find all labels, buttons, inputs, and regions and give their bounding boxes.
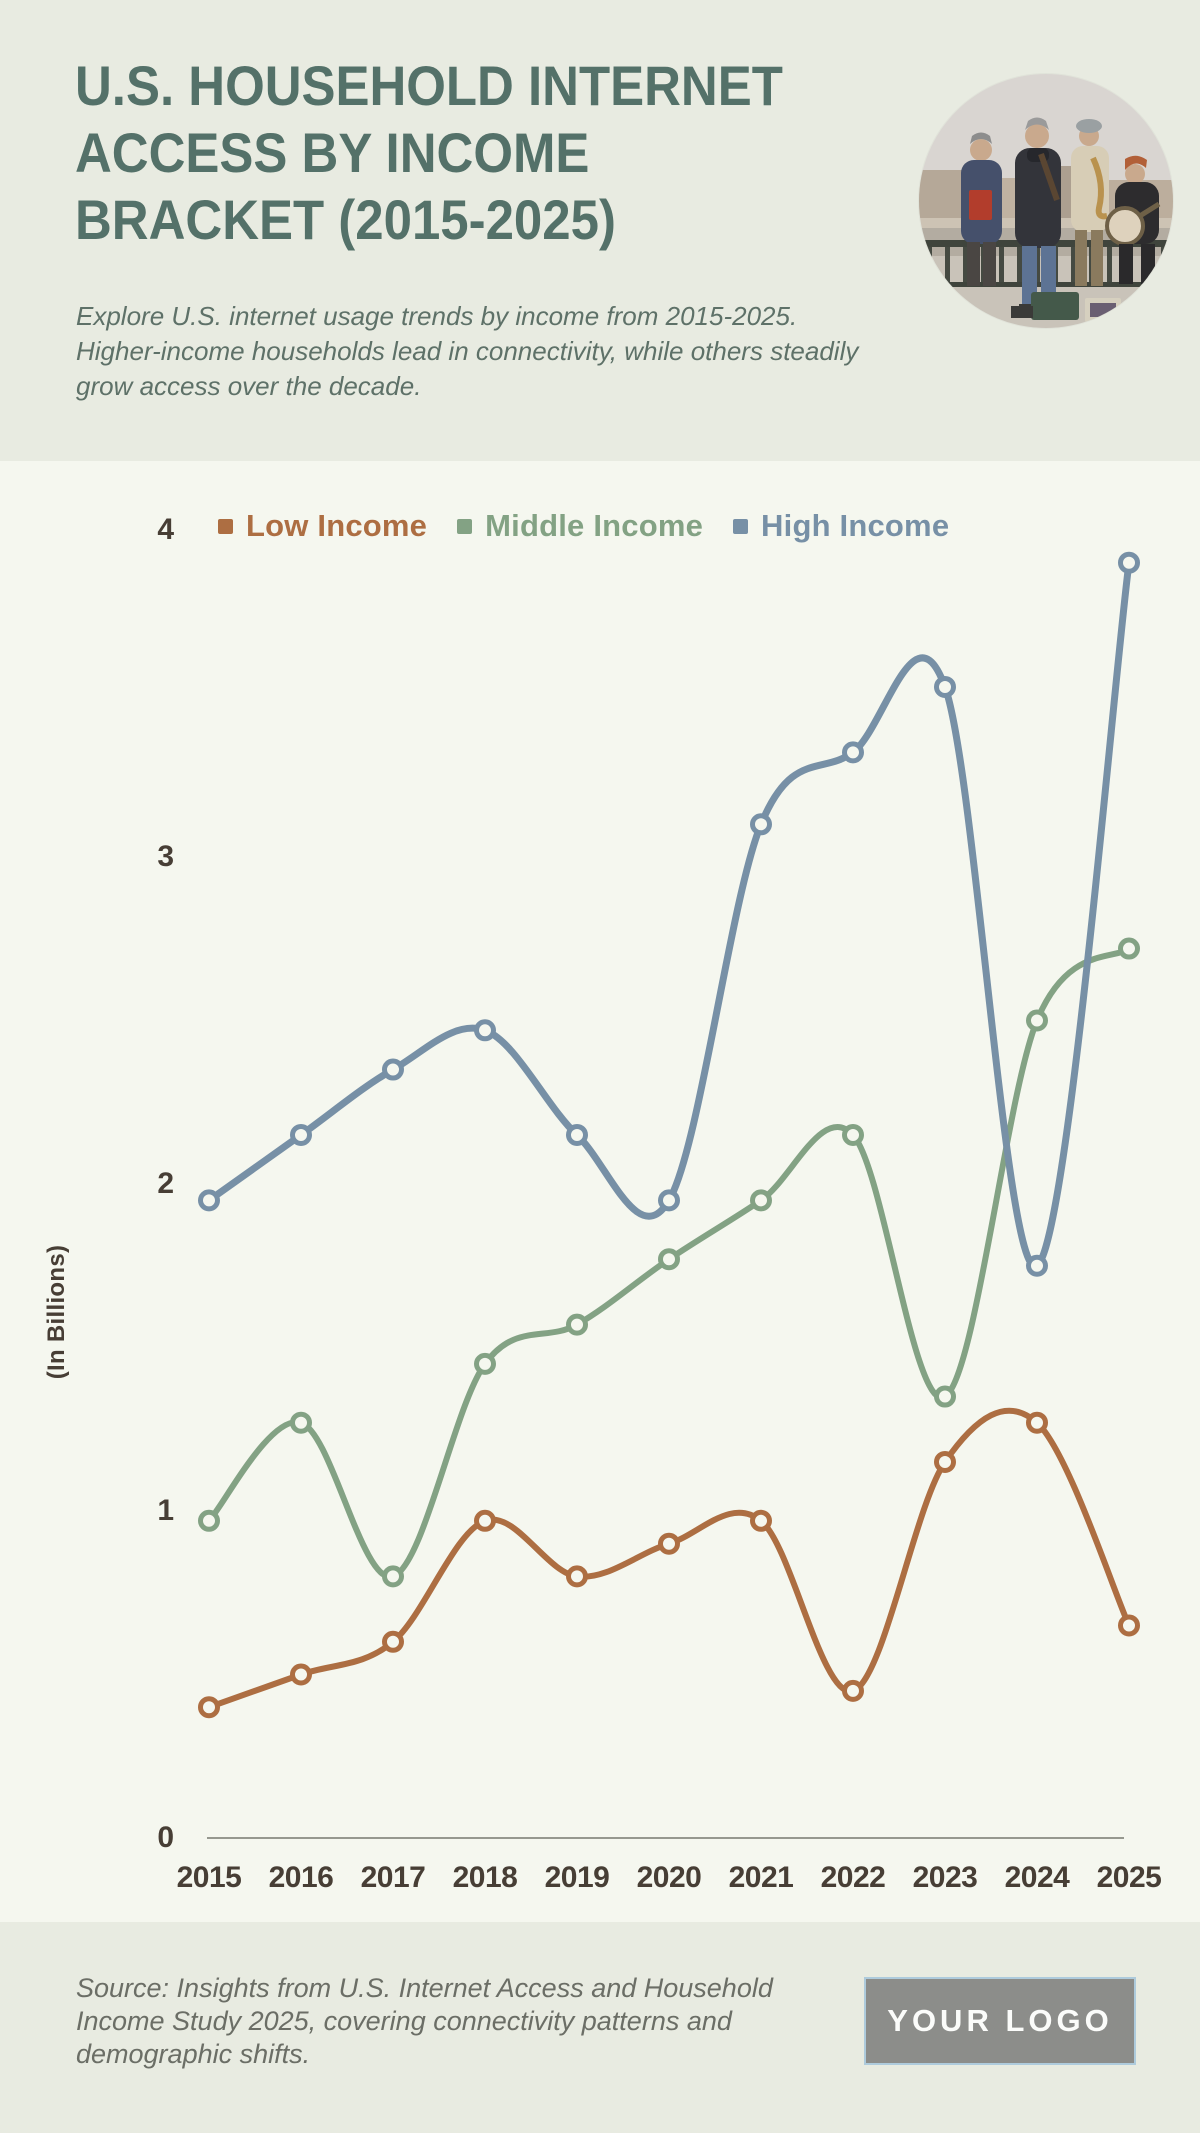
x-tick-2020: 2020 xyxy=(636,1861,702,1894)
y-tick-1: 1 xyxy=(157,1494,174,1527)
title-line: ACCESS BY INCOME xyxy=(75,121,590,184)
chart-legend: Low Income Middle Income High Income xyxy=(218,508,949,544)
source-line: Source: Insights from U.S. Internet Acce… xyxy=(76,1973,773,2003)
x-tick-2019: 2019 xyxy=(544,1861,610,1894)
subtitle-line: grow access over the decade. xyxy=(76,371,422,401)
legend-label: Low Income xyxy=(246,508,428,543)
subtitle-line: Higher-income households lead in connect… xyxy=(76,336,859,366)
x-tick-2017: 2017 xyxy=(360,1861,426,1894)
x-tick-2018: 2018 xyxy=(452,1861,518,1894)
legend-swatch-icon xyxy=(457,518,473,534)
legend-swatch-icon xyxy=(218,518,233,534)
legend-item-low-income: Low Income xyxy=(218,508,427,544)
x-tick-2015: 2015 xyxy=(176,1861,242,1894)
clarinet-player-figure xyxy=(1015,117,1061,312)
x-tick-2024: 2024 xyxy=(1004,1861,1070,1894)
source-line: demographic shifts. xyxy=(76,2039,311,2069)
x-tick-2021: 2021 xyxy=(728,1861,794,1894)
chart-band xyxy=(0,461,1200,1922)
sax-player-figure xyxy=(1071,119,1109,286)
source-line: Income Study 2025, covering connectivity… xyxy=(76,2006,732,2036)
y-tick-0: 0 xyxy=(157,1821,174,1854)
legend-swatch-icon xyxy=(733,518,749,534)
header-photo xyxy=(919,74,1173,328)
legend-item-middle-income: Middle Income xyxy=(457,508,703,544)
y-tick-3: 3 xyxy=(157,840,174,873)
title-line: BRACKET (2015-2025) xyxy=(75,188,616,251)
banjo-player-figure xyxy=(1105,155,1161,284)
legend-label: High Income xyxy=(761,508,950,543)
logo-text: YOUR LOGO xyxy=(887,2003,1113,2038)
y-tick-2: 2 xyxy=(157,1167,174,1200)
legend-label: Middle Income xyxy=(485,508,704,543)
musician-figure xyxy=(961,132,1002,286)
legend-item-high-income: High Income xyxy=(733,508,949,544)
street-musicians-illustration xyxy=(919,74,1173,328)
x-tick-2022: 2022 xyxy=(820,1861,886,1894)
subtitle: Explore U.S. internet usage trends by in… xyxy=(76,299,896,404)
logo-placeholder: YOUR LOGO xyxy=(864,1977,1136,2065)
source-note: Source: Insights from U.S. Internet Acce… xyxy=(76,1972,773,2071)
x-tick-2016: 2016 xyxy=(268,1861,334,1894)
title-line: U.S. HOUSEHOLD INTERNET xyxy=(75,54,783,117)
y-axis-title: (In Billions) xyxy=(43,1244,70,1380)
x-tick-2025: 2025 xyxy=(1096,1861,1162,1894)
subtitle-line: Explore U.S. internet usage trends by in… xyxy=(76,301,798,331)
y-tick-4: 4 xyxy=(157,513,174,546)
x-tick-2023: 2023 xyxy=(912,1861,978,1894)
page-title: U.S. HOUSEHOLD INTERNET ACCESS BY INCOME… xyxy=(75,52,783,253)
